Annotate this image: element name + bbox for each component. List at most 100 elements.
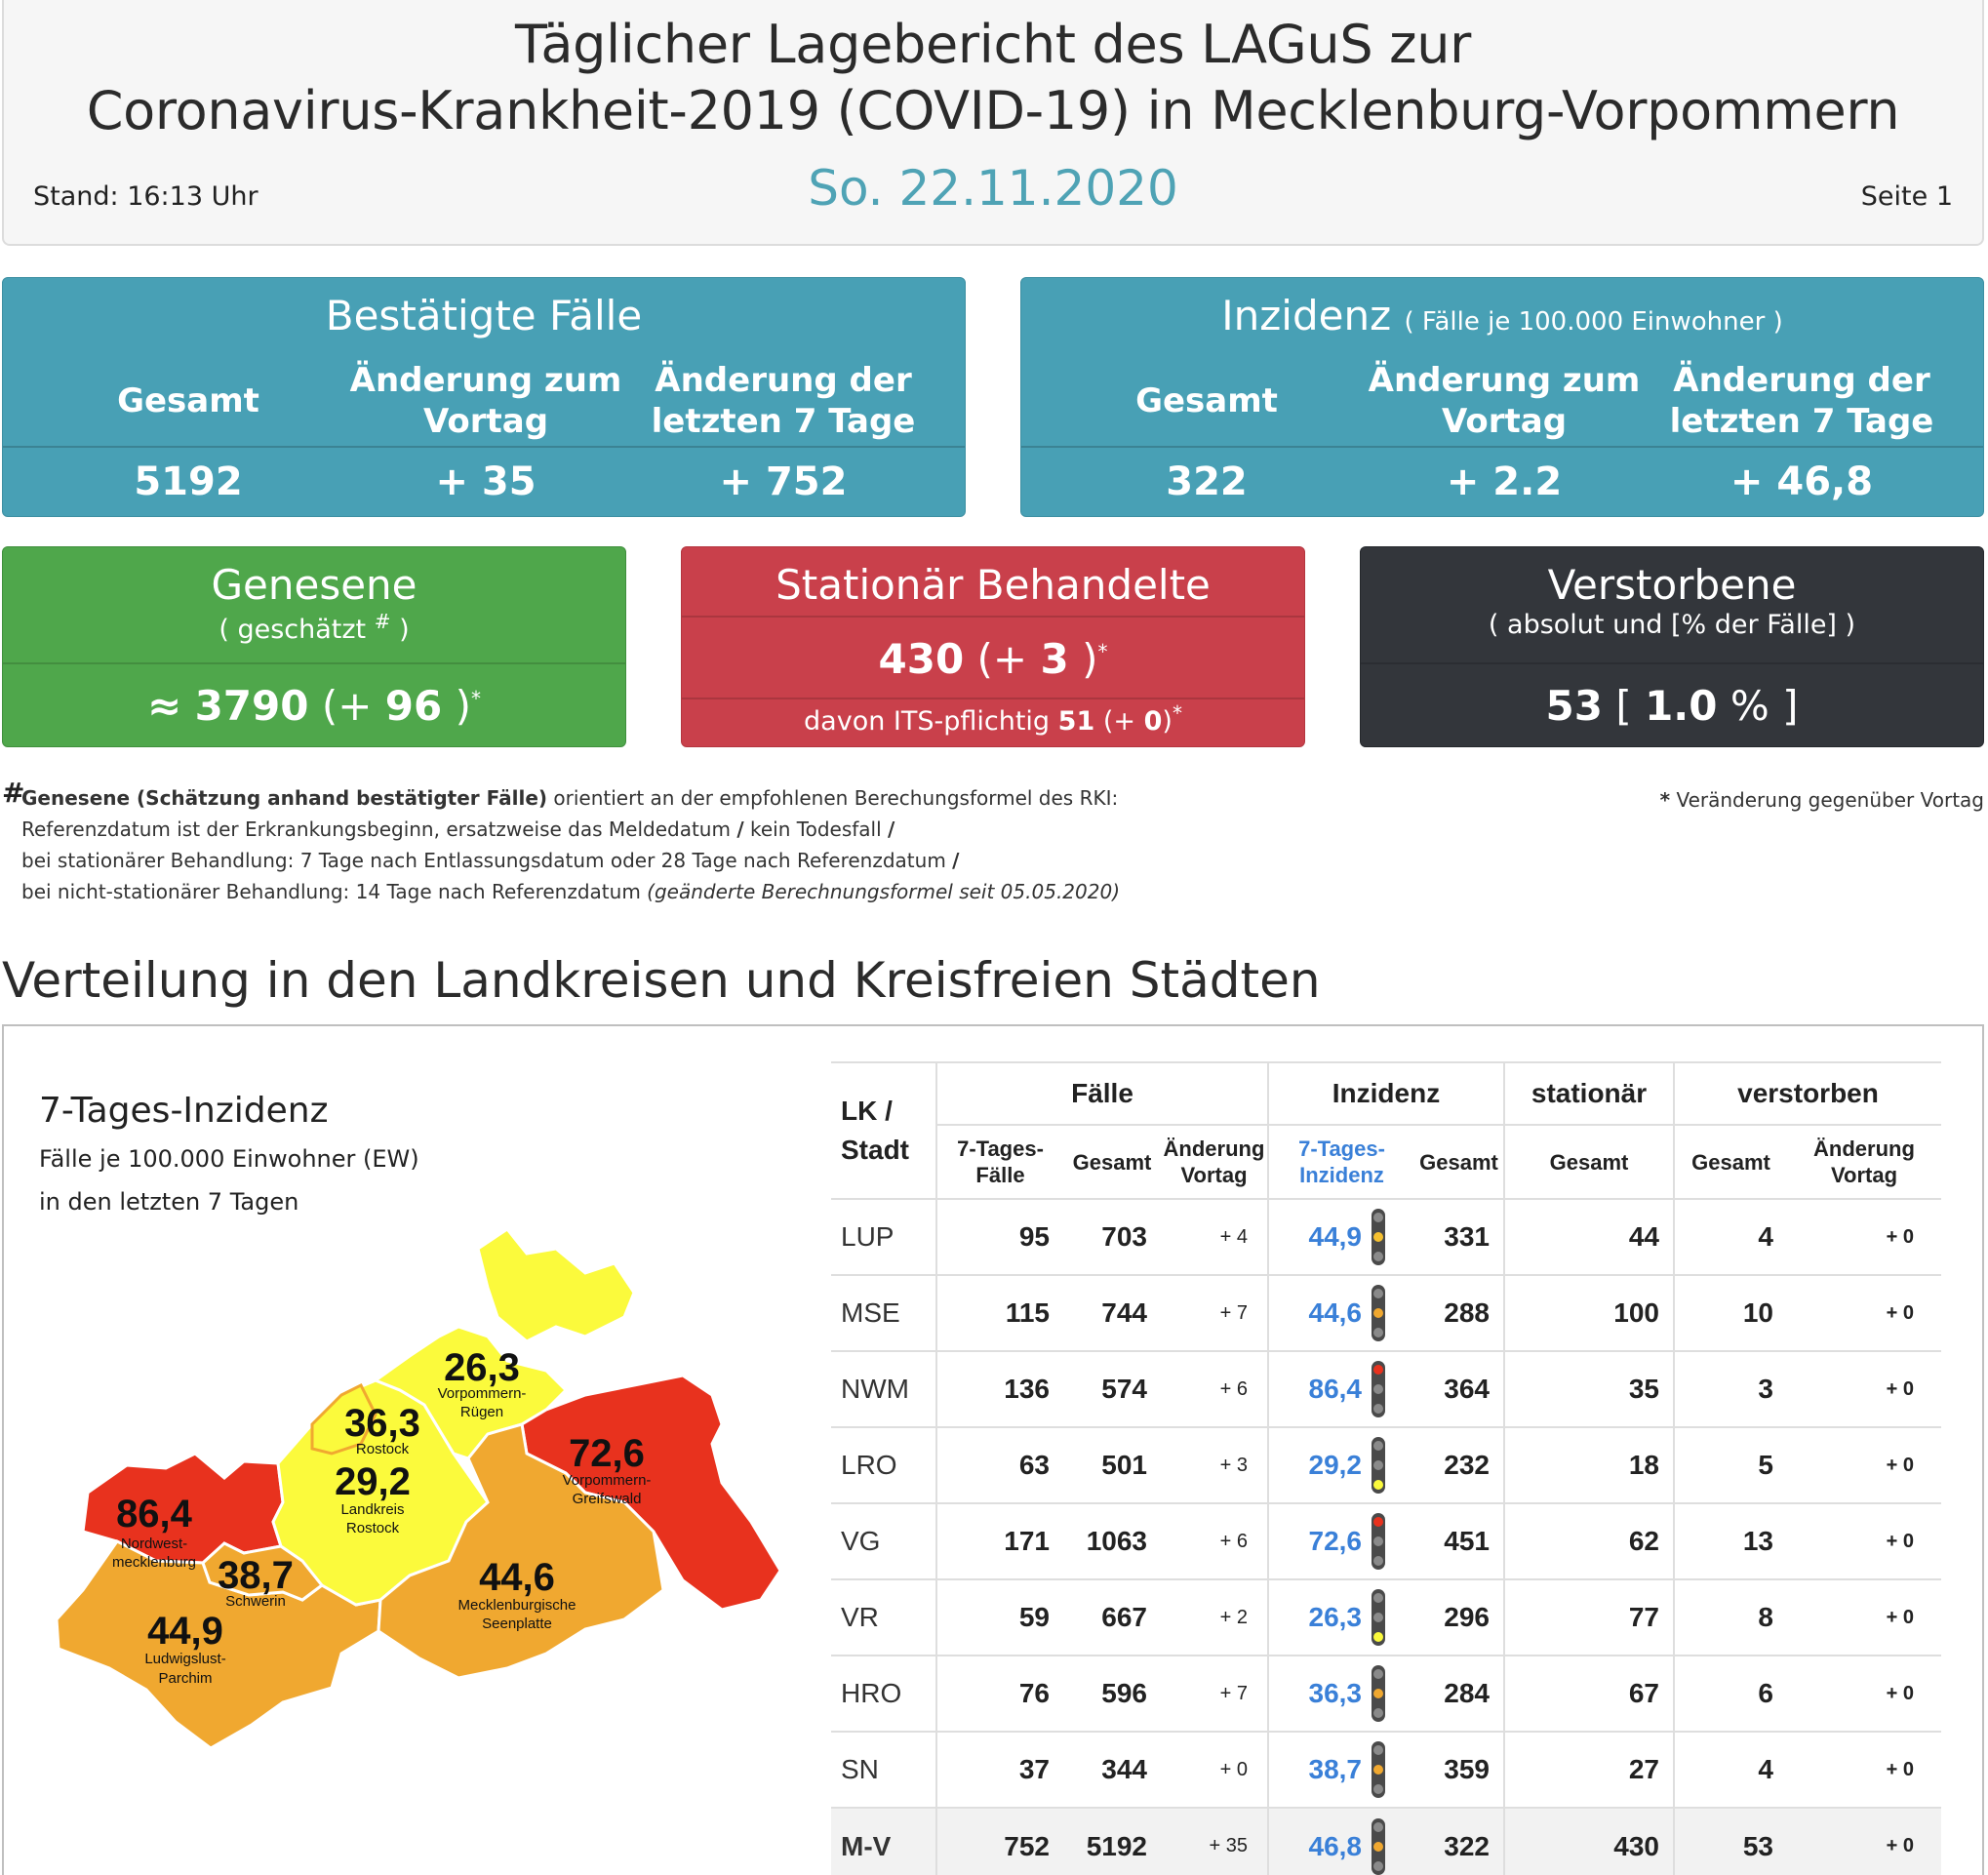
cell-faelle-gesamt: 703	[1063, 1198, 1161, 1275]
table-header-row: LK / Stadt Fälle Inzidenz stationär verst…	[831, 1061, 1941, 1199]
cell-faelle-aenderung: + 7	[1161, 1655, 1268, 1732]
cell-stationaer-gesamt: 100	[1503, 1274, 1674, 1351]
cell-verstorben-gesamt: 5	[1673, 1426, 1787, 1503]
cell-inzidenz-gesamt: 359	[1414, 1731, 1504, 1808]
cell-stationaer-gesamt: 62	[1503, 1502, 1674, 1579]
cell-7-tages-inzidenz: 38,7	[1267, 1731, 1372, 1808]
col-stationaer-gesamt: Gesamt	[1503, 1124, 1674, 1199]
confirmed-col-total: Gesamt	[117, 381, 259, 420]
cell-faelle-aenderung: + 35	[1161, 1807, 1268, 1875]
incidence-col-total: Gesamt	[1135, 381, 1278, 420]
traffic-light-lamp	[1373, 1593, 1383, 1603]
table-row: VG 171 1063 + 6 72,6 451 62 13 + 0	[831, 1502, 1941, 1579]
district-name: MSE	[831, 1274, 936, 1351]
star-footnote: * Veränderung gegenüber Vortag	[1659, 788, 1984, 812]
traffic-light-icon	[1372, 1741, 1385, 1798]
incidence-change-day-value: + 2.2	[1446, 459, 1563, 504]
cell-stationaer-gesamt: 44	[1503, 1198, 1674, 1275]
deceased-card: Verstorbene ( absolut und [% der Fälle] …	[1360, 546, 1984, 747]
cell-faelle-gesamt: 596	[1063, 1655, 1161, 1732]
divider	[3, 446, 965, 448]
report-title-line2: Coronavirus-Krankheit-2019 (COVID-19) in…	[86, 80, 1900, 141]
footnote-line2: Referenzdatum ist der Erkrankungsbeginn,…	[21, 818, 895, 841]
report-title-line1: Täglicher Lagebericht des LAGuS zur	[514, 14, 1472, 75]
cell-7-tages-inzidenz: 29,2	[1267, 1426, 1372, 1503]
divider	[1361, 662, 1983, 664]
cell-faelle-aenderung: + 6	[1161, 1350, 1268, 1427]
section-title: Verteilung in den Landkreisen und Kreisf…	[2, 952, 1321, 1009]
traffic-light-lamp	[1373, 1232, 1383, 1242]
cell-7-tages-inzidenz: 36,3	[1267, 1655, 1372, 1732]
recovered-value: ≈ 3790 (+ 96 )*	[147, 682, 481, 730]
report-timestamp: Stand: 16:13 Uhr	[33, 181, 258, 212]
cell-inzidenz-gesamt: 296	[1414, 1578, 1504, 1656]
cell-verstorben-aenderung: + 0	[1787, 1655, 1941, 1732]
confirmed-total-value: 5192	[134, 459, 243, 504]
map-label-name: Ludwigslust-	[144, 1651, 225, 1667]
map-label-value: 72,6	[569, 1432, 645, 1475]
hospitalized-value: 430 (+ 3 )*	[878, 635, 1108, 683]
table-total-row: M-V 752 5192 + 35 46,8 322 430 53 + 0	[831, 1807, 1941, 1875]
cell-faelle-aenderung: + 7	[1161, 1274, 1268, 1351]
deceased-subtitle: ( absolut und [% der Fälle] )	[1488, 610, 1856, 640]
cell-7-tages-inzidenz: 26,3	[1267, 1578, 1372, 1656]
col-group-faelle: Fälle	[935, 1061, 1268, 1125]
cell-stationaer-gesamt: 67	[1503, 1655, 1674, 1732]
map-region-rostock	[310, 1382, 378, 1456]
confirmed-col-change-day: Änderung zum Vortag	[349, 361, 622, 441]
its-value: davon ITS-pflichtig 51 (+ 0)*	[804, 701, 1182, 737]
district-name: LRO	[831, 1426, 936, 1503]
cell-verstorben-aenderung: + 0	[1787, 1350, 1941, 1427]
recovered-title: Genesene	[211, 561, 417, 609]
col-faelle-gesamt: Gesamt	[1063, 1124, 1161, 1199]
col-inzidenz-gesamt: Gesamt	[1414, 1124, 1504, 1199]
incidence-title: Inzidenz ( Fälle je 100.000 Einwohner )	[1221, 292, 1783, 339]
cell-verstorben-gesamt: 10	[1673, 1274, 1787, 1351]
cell-7-tages-faelle: 171	[935, 1502, 1063, 1579]
traffic-light-icon	[1372, 1361, 1385, 1417]
district-name: VR	[831, 1578, 936, 1656]
traffic-light-lamp	[1373, 1480, 1383, 1490]
cell-inzidenz-gesamt: 232	[1414, 1426, 1504, 1503]
cell-faelle-aenderung: + 0	[1161, 1731, 1268, 1808]
cell-stationaer-gesamt: 77	[1503, 1578, 1674, 1656]
traffic-light-lamp	[1373, 1613, 1383, 1622]
traffic-light-lamp	[1373, 1632, 1383, 1642]
map-subtitle-2: in den letzten 7 Tagen	[39, 1188, 299, 1216]
map-label-name: Schwerin	[225, 1593, 286, 1610]
hospitalized-card: Stationär Behandelte 430 (+ 3 )* davon I…	[681, 546, 1305, 747]
cell-faelle-aenderung: + 3	[1161, 1426, 1268, 1503]
cell-verstorben-aenderung: + 0	[1787, 1274, 1941, 1351]
col-verstorben-gesamt: Gesamt	[1673, 1124, 1787, 1199]
map-label-value: 29,2	[335, 1460, 411, 1503]
confirmed-col-change-week: Änderung der letzten 7 Tage	[651, 361, 916, 441]
cell-faelle-gesamt: 501	[1063, 1426, 1161, 1503]
recovered-subtitle: ( geschätzt # )	[219, 610, 410, 645]
footnote-line1: Genesene (Schätzung anhand bestätigter F…	[21, 786, 1119, 810]
footnote-line4: bei nicht-stationärer Behandlung: 14 Tag…	[21, 880, 1120, 903]
table-row: MSE 115 744 + 7 44,6 288 100 10 + 0	[831, 1274, 1941, 1351]
cell-verstorben-aenderung: + 0	[1787, 1198, 1941, 1275]
incidence-card: Inzidenz ( Fälle je 100.000 Einwohner ) …	[1020, 277, 1984, 517]
cell-verstorben-gesamt: 13	[1673, 1502, 1787, 1579]
traffic-light-lamp	[1373, 1745, 1383, 1755]
cell-faelle-gesamt: 344	[1063, 1731, 1161, 1808]
table-subheader-row: 7-Tages- Fälle Gesamt Änderung Vortag 7-Ta…	[831, 1124, 1941, 1199]
traffic-light-cell	[1372, 1274, 1414, 1351]
map-label-name: Rügen	[460, 1404, 503, 1420]
cell-inzidenz-gesamt: 322	[1414, 1807, 1504, 1875]
map-label-name: Mecklenburgische	[458, 1597, 577, 1614]
traffic-light-lamp	[1373, 1365, 1383, 1375]
traffic-light-icon	[1372, 1665, 1385, 1722]
traffic-light-lamp	[1373, 1841, 1383, 1852]
cell-verstorben-gesamt: 3	[1673, 1350, 1787, 1427]
cell-stationaer-gesamt: 430	[1503, 1807, 1674, 1875]
hospitalized-title: Stationär Behandelte	[775, 561, 1211, 609]
deceased-title: Verstorbene	[1547, 561, 1797, 609]
traffic-light-lamp	[1373, 1328, 1383, 1337]
cell-verstorben-aenderung: + 0	[1787, 1578, 1941, 1656]
cell-7-tages-faelle: 63	[935, 1426, 1063, 1503]
incidence-total-value: 322	[1166, 459, 1248, 504]
cell-7-tages-faelle: 37	[935, 1731, 1063, 1808]
map-label-name: Rostock	[356, 1441, 410, 1457]
